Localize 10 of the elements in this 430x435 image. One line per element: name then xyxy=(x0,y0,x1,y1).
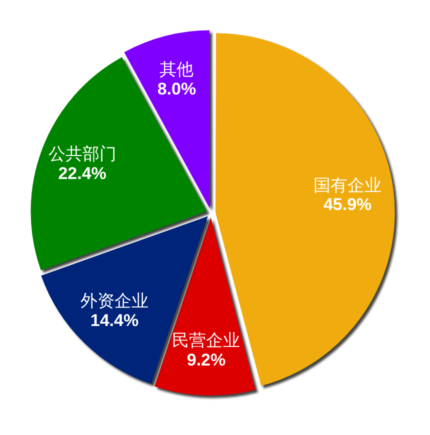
data-label: 14.4% xyxy=(90,310,139,330)
data-label: 9.2% xyxy=(186,350,226,370)
data-label: 22.4% xyxy=(58,164,106,183)
slice-label: 公共部门 xyxy=(48,144,116,165)
slice-label: 民营企业 xyxy=(172,331,240,352)
data-label: 8.0% xyxy=(157,79,196,98)
slice-label: 国有企业 xyxy=(314,176,382,196)
slice-label: 其他 xyxy=(160,60,194,80)
slice-label: 外资企业 xyxy=(80,292,148,312)
data-label: 45.9% xyxy=(323,195,372,214)
